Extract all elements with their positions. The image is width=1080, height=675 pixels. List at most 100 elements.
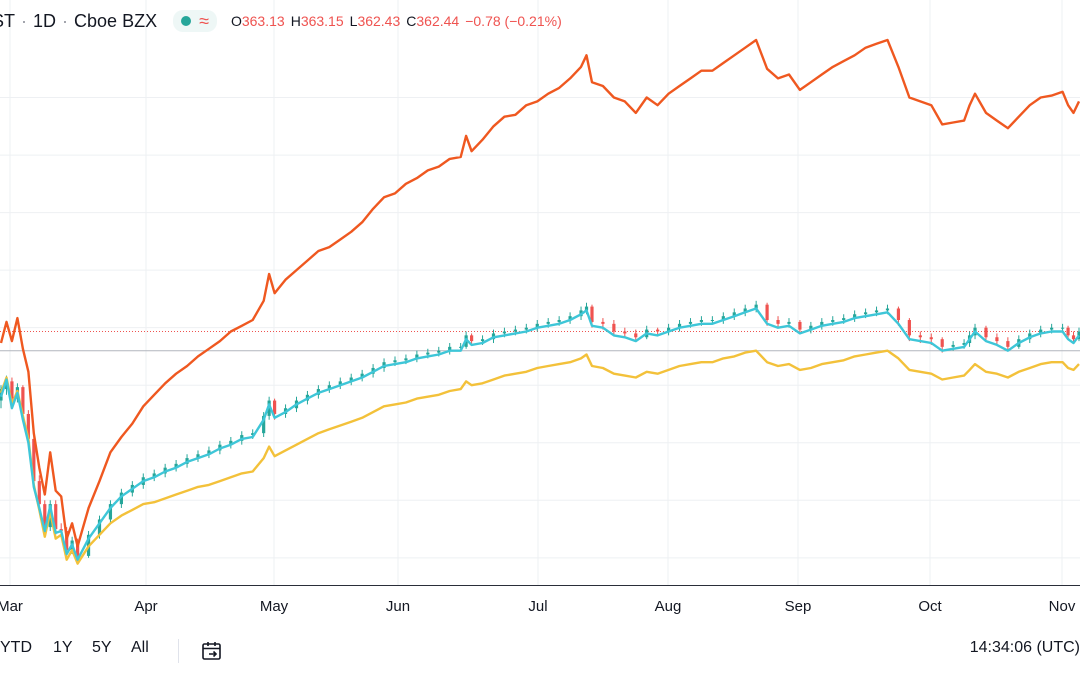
candle-body xyxy=(787,321,791,324)
candle-body xyxy=(907,320,911,336)
candle-body xyxy=(842,318,846,321)
candle-body xyxy=(656,329,660,332)
candle-body xyxy=(469,335,474,342)
candle-body xyxy=(65,530,69,551)
candle-body xyxy=(1066,327,1070,336)
range-5y-button[interactable]: 5Y xyxy=(92,639,112,656)
candle-body xyxy=(863,312,868,315)
candle-body xyxy=(1006,341,1010,347)
candle-body xyxy=(196,454,200,459)
candle-body xyxy=(1050,327,1054,330)
candle-body xyxy=(207,450,211,455)
candle-body xyxy=(174,463,178,468)
candle-body xyxy=(951,344,955,347)
candle-body xyxy=(699,320,704,322)
candle-body xyxy=(502,331,507,334)
candle-body xyxy=(721,316,725,321)
candle-body xyxy=(831,320,835,322)
go-to-date-calendar-icon[interactable] xyxy=(200,639,224,663)
candle-body xyxy=(984,327,988,338)
candle-body xyxy=(251,433,255,436)
x-tick-label: Sep xyxy=(784,598,812,615)
x-tick-label: Jun xyxy=(385,598,411,615)
candle-body xyxy=(448,346,452,351)
interval-label[interactable]: 1D xyxy=(33,10,57,31)
candle-body xyxy=(874,310,879,313)
candle-body xyxy=(677,323,682,328)
range-ytd-button[interactable]: YTD xyxy=(0,639,32,656)
candle-body xyxy=(37,481,41,505)
ohlc-high: H363.15 xyxy=(290,13,344,29)
price-change: −0.78 (−0.21%) xyxy=(465,13,562,29)
candle-body xyxy=(557,320,561,322)
candle-body xyxy=(798,321,802,330)
candle-body xyxy=(568,316,572,321)
market-status-pill[interactable]: ≈ xyxy=(173,10,217,32)
exchange-label: Cboe BZX xyxy=(74,10,158,31)
candle-body xyxy=(940,339,944,347)
candle-body xyxy=(584,306,589,311)
utc-clock[interactable]: 14:34:06 (UTC) xyxy=(969,639,1080,656)
x-tick-label: Nov xyxy=(1048,598,1076,615)
market-open-dot-icon xyxy=(181,16,192,26)
legend-separator: · xyxy=(21,10,28,31)
range-1y-button[interactable]: 1Y xyxy=(53,639,73,656)
candle-body xyxy=(1071,335,1076,340)
candle-body xyxy=(546,321,550,324)
candle-body xyxy=(820,321,824,326)
candle-body xyxy=(1060,327,1065,329)
price-chart[interactable] xyxy=(0,0,1080,585)
series-line-orange xyxy=(0,38,1080,548)
candle-body xyxy=(995,337,999,342)
candle-body xyxy=(885,308,890,311)
candle-body xyxy=(119,492,123,505)
candle-body xyxy=(513,329,517,332)
ohlc-low: L362.43 xyxy=(349,13,401,29)
candle-body xyxy=(437,350,441,353)
candle-body xyxy=(338,381,342,386)
x-tick-label: May xyxy=(259,598,289,615)
ohlc-close: C362.44 xyxy=(406,13,460,29)
candle-body xyxy=(535,323,539,328)
candle-body xyxy=(765,304,769,321)
candle-body xyxy=(10,381,14,399)
candle-body xyxy=(918,335,922,338)
candle-body xyxy=(426,352,430,355)
range-all-button[interactable]: All xyxy=(131,639,149,656)
candle-body xyxy=(776,320,780,324)
candle-body xyxy=(267,400,271,416)
candle-body xyxy=(21,387,25,414)
candle-body xyxy=(809,325,813,330)
candle-body xyxy=(853,314,857,319)
candle-body xyxy=(929,337,933,340)
chart-legend: ST · 1D · Cboe BZX ≈ O363.13 H363.15 L36… xyxy=(0,8,562,34)
candle-body xyxy=(612,323,616,332)
time-axis[interactable]: Mar Apr May Jun Jul Aug Sep Oct Nov xyxy=(0,585,1080,626)
x-tick-label: Mar xyxy=(0,598,23,615)
candle-body xyxy=(480,339,485,342)
candle-body xyxy=(754,304,758,309)
symbol-name[interactable]: ST xyxy=(0,10,16,31)
series-line-cyan xyxy=(0,307,1080,561)
x-tick-label: Oct xyxy=(918,598,942,615)
candle-body xyxy=(43,504,47,528)
candle-body xyxy=(32,438,36,482)
candle-body xyxy=(710,320,714,322)
x-tick-label: Apr xyxy=(134,598,158,615)
candle-body xyxy=(688,321,693,324)
candle-body xyxy=(349,377,353,382)
candle-body xyxy=(524,327,528,330)
x-tick-label: Aug xyxy=(654,598,682,615)
ohlc-open: O363.13 xyxy=(230,13,285,29)
candle-body xyxy=(601,321,605,324)
candle-body xyxy=(54,504,58,530)
candle-body xyxy=(896,308,901,321)
candle-body xyxy=(415,354,419,359)
chart-area[interactable]: ST · 1D · Cboe BZX ≈ O363.13 H363.15 L36… xyxy=(0,0,1080,585)
candle-body xyxy=(666,327,671,332)
candle-body xyxy=(393,360,397,363)
candle-body xyxy=(97,519,102,535)
candle-body xyxy=(273,400,277,414)
series-line-yellow xyxy=(0,349,1080,565)
candle-body xyxy=(108,504,113,520)
